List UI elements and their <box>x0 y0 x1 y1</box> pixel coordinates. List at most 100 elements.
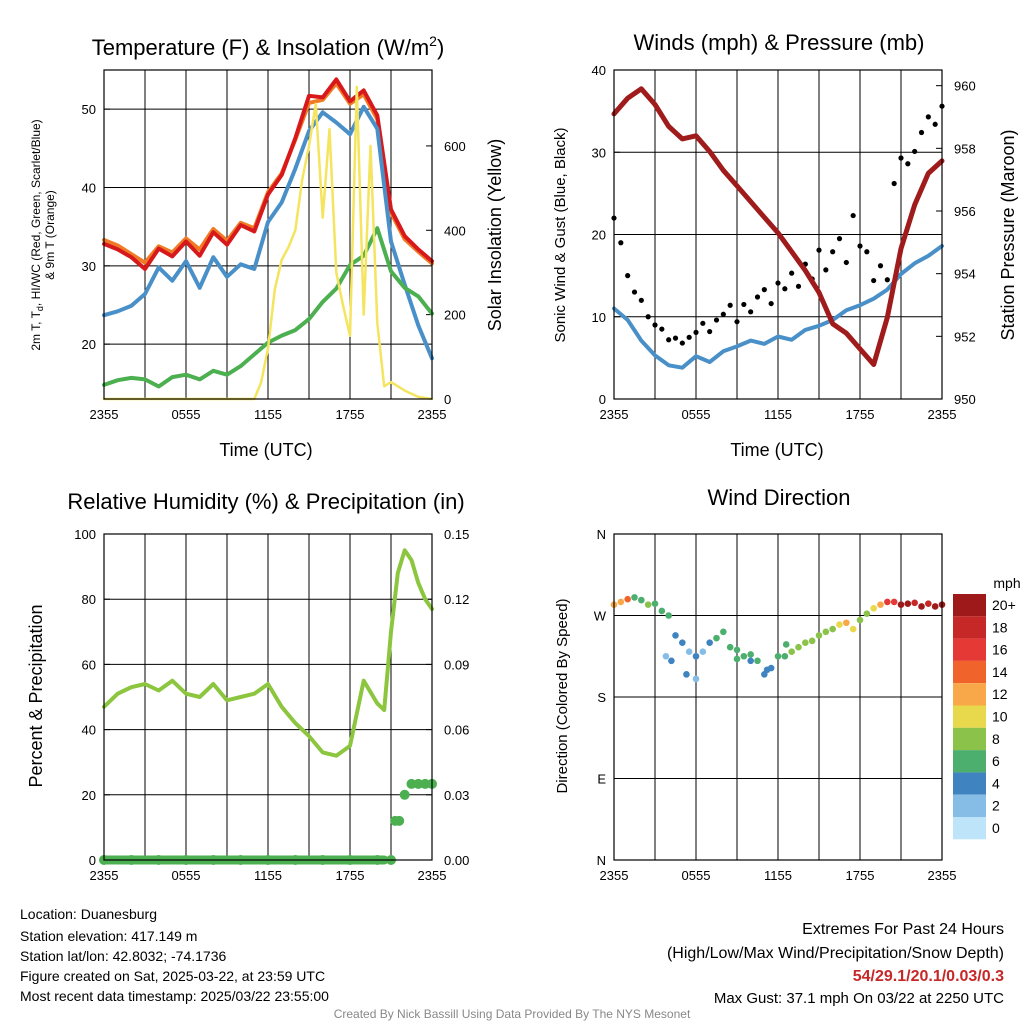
y-tick-label: 0 <box>89 853 96 868</box>
wind-direction-point <box>699 648 707 656</box>
wind-speed-legend-label: 2 <box>992 798 1000 814</box>
wind-direction-point <box>685 648 693 656</box>
gust-point <box>700 320 706 326</box>
x-tick-label: 2355 <box>600 407 629 422</box>
wind-direction-point <box>665 612 672 619</box>
wind-direction-point <box>726 643 734 651</box>
precipitation-point <box>413 778 424 789</box>
x-tick-label: 0555 <box>172 868 201 883</box>
y-tick-label: 20 <box>592 228 606 243</box>
precipitation-point <box>394 815 405 826</box>
wind-direction-panel: Wind Direction 2355 0555 1155 1755 2355NESWN… <box>554 485 1021 883</box>
wind-direction-point <box>617 598 625 606</box>
gust-point <box>618 240 624 246</box>
wind-direction-point <box>658 607 666 615</box>
y2-tick-label: 958 <box>954 141 976 156</box>
x-tick-label: 1755 <box>336 407 365 422</box>
gust-point <box>713 317 720 323</box>
winds-series-line-2 <box>611 86 945 367</box>
humidity-panel-title: Relative Humidity (%) & Precipitation (i… <box>67 489 464 514</box>
wind-speed-legend-label: 10 <box>992 709 1008 725</box>
wind-direction-point <box>822 628 830 636</box>
y2-tick-label: 952 <box>954 329 976 344</box>
y2-tick-label: 200 <box>444 308 466 323</box>
humidity-y-axis-label: Percent & Precipitation <box>26 604 46 787</box>
x-tick-label: 1755 <box>336 868 365 883</box>
gust-point <box>830 249 836 255</box>
x-tick-label: 2355 <box>928 868 957 883</box>
wind-speed-legend-swatch <box>953 616 986 639</box>
wind-direction-point <box>747 657 754 665</box>
gust-point <box>679 340 685 346</box>
y2-tick-label: 0.06 <box>444 723 469 738</box>
wind-direction-point <box>931 603 939 610</box>
wind-direction-point <box>747 651 754 658</box>
pressure-y2-axis-label: Station Pressure (Maroon) <box>998 129 1018 340</box>
wind-speed-legend-label: 0 <box>992 820 1000 836</box>
wind-speed-legend-label: 20+ <box>992 597 1016 613</box>
y2-tick-label: 950 <box>954 392 976 407</box>
gust-point <box>877 263 884 269</box>
x-tick-label: 2355 <box>418 868 447 883</box>
x-tick-label: 1155 <box>254 407 282 422</box>
wind-speed-legend-swatch <box>953 705 986 728</box>
y-tick-label: 60 <box>82 657 96 672</box>
gust-point <box>672 335 679 341</box>
plot-frame <box>103 533 433 861</box>
y-tick-label: 30 <box>592 145 606 160</box>
temperature-plot-area: 2355 0555 1155 1755 2355 20 30 40 50 0 200 400 600 <box>82 69 466 422</box>
wind-direction-point <box>740 652 748 660</box>
extremes-block: Extremes For Past 24 Hours (High/Low/Max… <box>667 921 1004 1007</box>
gust-point <box>638 297 644 303</box>
wind-direction-point <box>829 625 836 633</box>
temperature-panel: Temperature (F) & Insolation (W/m2) 2355… <box>29 33 505 460</box>
y-tick-label: 50 <box>82 102 96 117</box>
gust-point <box>748 309 754 315</box>
plot-frame <box>613 533 943 861</box>
gust-point <box>918 129 925 136</box>
gust-point <box>727 302 733 308</box>
winds-y-axis-label: Sonic Wind & Gust (Blue, Black) <box>552 127 569 342</box>
gust-point <box>625 273 631 279</box>
wind-speed-legend-label: 14 <box>992 664 1008 680</box>
y-tick-label: 100 <box>74 527 96 542</box>
y-tick-label: W <box>594 609 607 624</box>
extremes-subheading: (High/Low/Max Wind/Precipitation/Snow De… <box>667 945 1004 962</box>
wind-direction-point <box>763 666 771 674</box>
insolation-y2-axis-label: Solar Insolation (Yellow) <box>485 139 505 331</box>
wind-direction-panel-title: Wind Direction <box>707 485 850 510</box>
humidity-panel: Relative Humidity (%) & Precipitation (i… <box>26 489 469 883</box>
x-tick-label: 0555 <box>172 407 201 422</box>
y-tick-label: N <box>597 853 606 868</box>
gust-point <box>707 328 713 335</box>
gust-point <box>823 267 829 273</box>
credit-text: Created By Nick Bassill Using Data Provi… <box>333 1007 691 1021</box>
gust-point <box>850 212 856 219</box>
winds-x-axis-label: Time (UTC) <box>730 440 823 460</box>
temperature-x-axis-label: Time (UTC) <box>219 440 312 460</box>
wind-direction-point <box>890 598 898 606</box>
wind-speed-legend-label: 8 <box>992 731 1000 747</box>
y2-tick-label: 954 <box>954 267 976 282</box>
gust-point <box>666 337 672 343</box>
wind-direction-point <box>638 596 645 604</box>
x-tick-label: 1155 <box>764 407 792 422</box>
gust-point <box>857 243 863 249</box>
wind-direction-point <box>918 603 925 610</box>
y-tick-label: E <box>597 772 606 787</box>
wind-direction-point <box>911 599 918 607</box>
wind-speed-legend-label: 4 <box>992 775 1000 791</box>
wind-direction-point <box>692 652 700 660</box>
wind-speed-legend-label: 6 <box>992 753 1000 769</box>
wind-speed-legend: mph 20+ 18 16 14 12 10 8 6 4 2 0 <box>953 575 1021 840</box>
wind-speed-legend-label: 18 <box>992 619 1008 635</box>
gust-point <box>898 155 904 161</box>
gust-point <box>652 322 658 328</box>
wind-direction-point <box>668 657 675 665</box>
wind-direction-point <box>713 634 720 642</box>
humidity-plot-area: 2355 0555 1155 1755 23550204060801000.000.03… <box>74 527 469 883</box>
wind-direction-point <box>692 675 700 683</box>
wind-direction-point <box>788 648 795 656</box>
y-tick-label: 40 <box>592 63 606 78</box>
y-tick-label: 30 <box>82 259 96 274</box>
